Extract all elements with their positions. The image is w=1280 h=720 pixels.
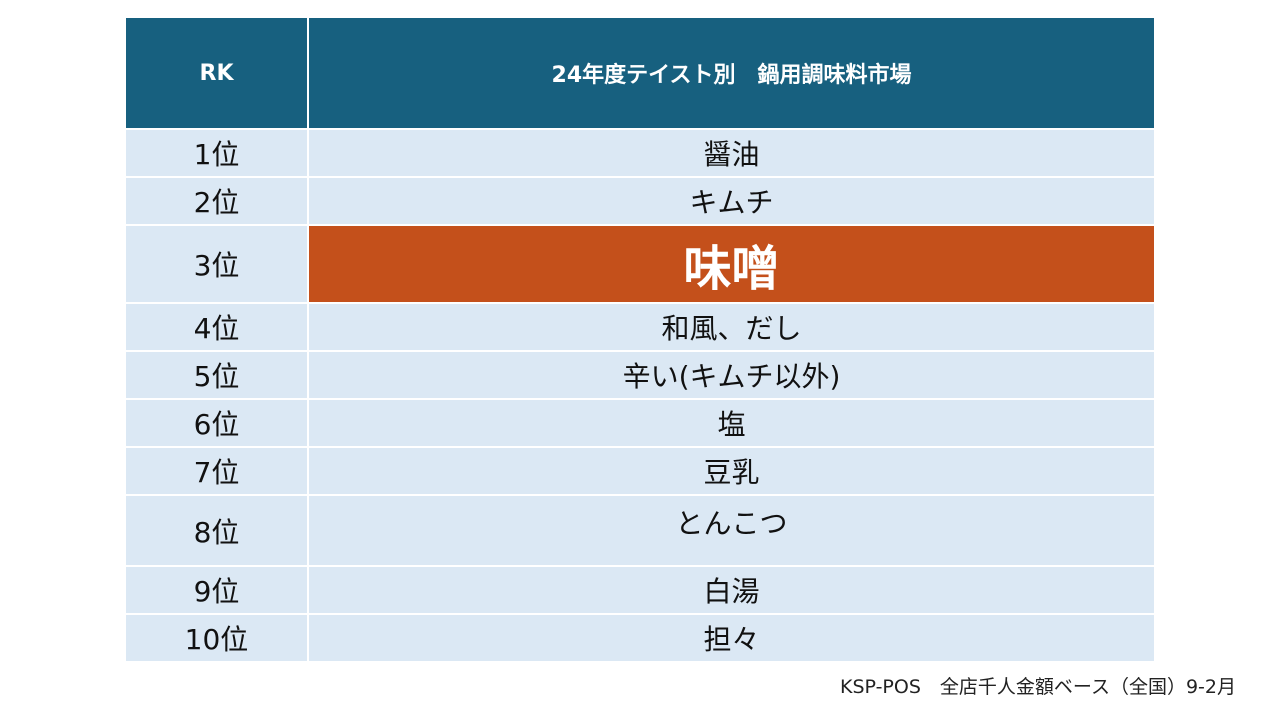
table-row: 9位 白湯 bbox=[126, 567, 1154, 613]
table-row: 10位 担々 bbox=[126, 615, 1154, 661]
taste-cell: 白湯 bbox=[309, 567, 1154, 613]
table-row: 5位 辛い(キムチ以外) bbox=[126, 352, 1154, 398]
table-header-row: RK 24年度テイスト別 鍋用調味料市場 bbox=[126, 18, 1154, 128]
rank-cell: 5位 bbox=[126, 352, 307, 398]
rank-cell: 10位 bbox=[126, 615, 307, 661]
ranking-table: RK 24年度テイスト別 鍋用調味料市場 1位 醤油 2位 キムチ 3位 味噌 4位 和風、だし 5… bbox=[126, 18, 1154, 666]
rank-cell: 6位 bbox=[126, 400, 307, 446]
header-rank: RK bbox=[126, 18, 307, 128]
taste-cell: 担々 bbox=[309, 615, 1154, 661]
table-row: 2位 キムチ bbox=[126, 178, 1154, 224]
table-row: 8位 とんこつ bbox=[126, 496, 1154, 565]
taste-cell-highlight: 味噌 bbox=[309, 226, 1154, 302]
rank-cell: 8位 bbox=[126, 496, 307, 565]
taste-cell: 和風、だし bbox=[309, 304, 1154, 350]
table-row: 1位 醤油 bbox=[126, 130, 1154, 176]
table-row: 4位 和風、だし bbox=[126, 304, 1154, 350]
rank-cell: 4位 bbox=[126, 304, 307, 350]
table-row: 7位 豆乳 bbox=[126, 448, 1154, 494]
table-row: 3位 味噌 bbox=[126, 226, 1154, 302]
taste-cell: キムチ bbox=[309, 178, 1154, 224]
rank-cell: 1位 bbox=[126, 130, 307, 176]
rank-cell: 3位 bbox=[126, 226, 307, 302]
header-taste: 24年度テイスト別 鍋用調味料市場 bbox=[309, 18, 1154, 128]
taste-cell: 辛い(キムチ以外) bbox=[309, 352, 1154, 398]
source-note: KSP-POS 全店千人金額ベース（全国）9-2月 bbox=[840, 676, 1236, 698]
rank-cell: 9位 bbox=[126, 567, 307, 613]
rank-cell: 7位 bbox=[126, 448, 307, 494]
rank-cell: 2位 bbox=[126, 178, 307, 224]
taste-cell: 醤油 bbox=[309, 130, 1154, 176]
table-row: 6位塩 bbox=[126, 400, 1154, 446]
taste-cell: 豆乳 bbox=[309, 448, 1154, 494]
taste-cell: とんこつ bbox=[309, 496, 1154, 565]
taste-cell: 塩 bbox=[309, 400, 1154, 446]
